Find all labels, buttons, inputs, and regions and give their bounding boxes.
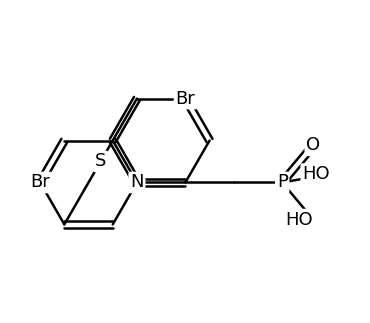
Text: S: S <box>95 152 106 171</box>
Text: Br: Br <box>30 173 50 192</box>
Text: HO: HO <box>302 165 330 183</box>
Text: P: P <box>277 173 287 192</box>
Text: N: N <box>130 173 144 192</box>
Text: Br: Br <box>175 89 195 108</box>
Text: HO: HO <box>302 165 330 183</box>
Text: O: O <box>306 136 320 154</box>
Text: Br: Br <box>30 173 50 192</box>
Text: HO: HO <box>286 211 313 229</box>
Text: P: P <box>277 173 287 192</box>
Text: S: S <box>95 152 106 171</box>
Text: HO: HO <box>286 211 313 229</box>
Text: N: N <box>130 173 144 192</box>
Text: Br: Br <box>175 89 195 108</box>
Text: O: O <box>306 136 320 154</box>
